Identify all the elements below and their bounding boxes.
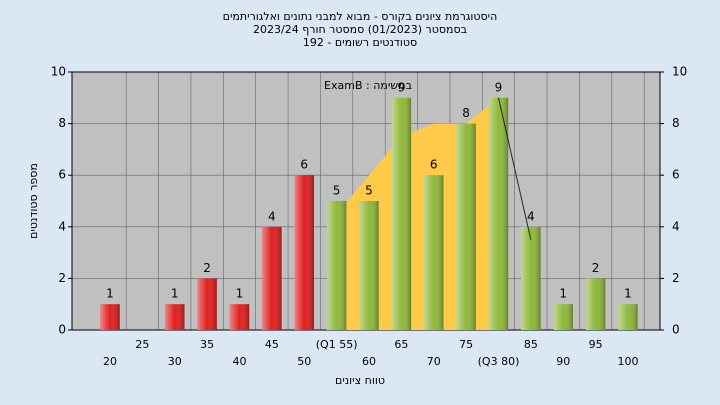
- y-tick-label: 6: [58, 168, 66, 182]
- x-tick-label: 35: [200, 338, 214, 351]
- x-tick-label: (Q3 80): [478, 355, 520, 368]
- x-tick-label: 100: [618, 355, 639, 368]
- data-label: 4: [268, 209, 276, 223]
- bar-shade: [553, 304, 573, 330]
- trend-line: [498, 97, 532, 240]
- y2-tick-label: 4: [672, 219, 680, 233]
- x-tick-label: 70: [427, 355, 441, 368]
- bar-shade: [521, 226, 541, 330]
- x-tick-label: 85: [524, 338, 538, 351]
- y2-tick-label: 2: [672, 271, 680, 285]
- bar-shade: [424, 175, 444, 330]
- data-label: 4: [527, 209, 535, 223]
- chart-subtitle: בסמסטר (01/2023) סמסטר חורף 2023/24: [253, 23, 467, 36]
- bar-shade: [197, 278, 217, 330]
- x-tick-label: 75: [459, 338, 473, 351]
- y2-tick-label: 8: [672, 116, 680, 130]
- y2-tick-label: 10: [672, 65, 687, 79]
- data-label: 1: [171, 287, 179, 301]
- y-tick-label: 10: [51, 65, 66, 79]
- x-tick-label: (Q1 55): [316, 338, 358, 351]
- y-tick-label: 8: [58, 116, 66, 130]
- bar-shade: [391, 97, 412, 330]
- bar-shade: [262, 226, 282, 330]
- y2-tick-label: 6: [672, 168, 680, 182]
- data-label: 2: [203, 261, 211, 275]
- data-label: 5: [365, 184, 373, 198]
- data-label: 1: [106, 287, 114, 301]
- data-label: 6: [300, 158, 308, 172]
- bar-shade: [326, 201, 347, 330]
- data-label: 2: [592, 261, 600, 275]
- x-tick-label: 30: [168, 355, 182, 368]
- x-tick-label: 90: [556, 355, 570, 368]
- x-tick-label: 65: [394, 338, 408, 351]
- x-tick-label: 25: [135, 338, 149, 351]
- y-tick-label: 0: [58, 323, 66, 337]
- data-label: 9: [398, 80, 406, 94]
- data-label: 1: [236, 287, 244, 301]
- bar-shade: [488, 97, 509, 330]
- bar-shade: [165, 304, 185, 330]
- x-tick-label: 60: [362, 355, 376, 368]
- bar-shade: [294, 175, 314, 330]
- data-label: 6: [430, 158, 438, 172]
- data-label: 1: [559, 287, 567, 301]
- bar-shade: [100, 304, 120, 330]
- y-tick-label: 4: [58, 219, 66, 233]
- bar-shade: [456, 123, 476, 330]
- chart-title: היסטוגרמת ציונים בקורס - מבוא למבני נתונ…: [223, 10, 498, 23]
- y2-tick-label: 0: [672, 323, 680, 337]
- y-axis-label: מספר סטודנטים: [27, 163, 40, 239]
- x-tick-label: 95: [589, 338, 603, 351]
- y-tick-label: 2: [58, 271, 66, 285]
- data-label: 5: [333, 184, 341, 198]
- x-axis-label: טווח ציונים: [335, 374, 385, 387]
- x-tick-label: 20: [103, 355, 117, 368]
- data-label: 1: [624, 287, 632, 301]
- bar-shade: [618, 304, 638, 330]
- annotation: במשימה : ExamB: [324, 79, 412, 92]
- x-tick-label: 45: [265, 338, 279, 351]
- bar-shade: [585, 278, 606, 330]
- bar-shade: [359, 201, 379, 330]
- data-label: 8: [462, 106, 470, 120]
- x-tick-label: 50: [297, 355, 311, 368]
- data-label: 9: [495, 80, 503, 94]
- chart-subtitle: סטודנטים רשומים - 192: [303, 36, 417, 49]
- bar-shade: [229, 304, 250, 330]
- x-tick-label: 40: [233, 355, 247, 368]
